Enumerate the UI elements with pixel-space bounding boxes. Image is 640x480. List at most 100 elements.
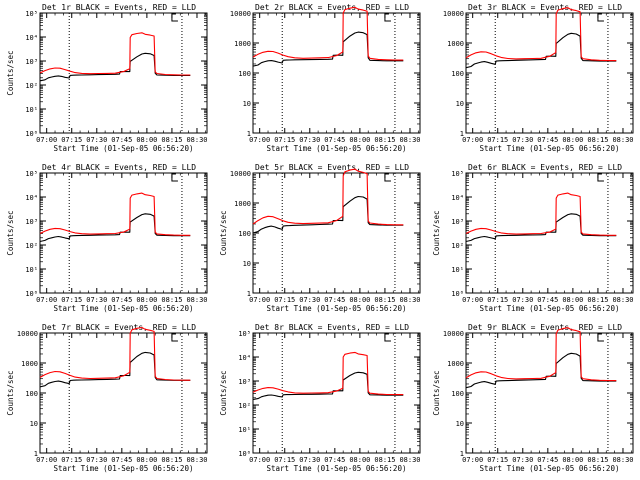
x-tick-label: 08:30 xyxy=(612,136,633,144)
y-tick-label: 1000 xyxy=(234,40,251,48)
x-tick-label: 08:00 xyxy=(562,456,583,464)
y-tick-label: 10⁰ xyxy=(451,290,464,298)
y-tick-label: 10⁴ xyxy=(25,194,38,202)
y-tick-label: 10² xyxy=(25,242,38,250)
x-tick-label: 08:30 xyxy=(399,456,420,464)
y-tick-label: 100 xyxy=(238,230,251,238)
y-tick-label: 1000 xyxy=(234,200,251,208)
chart-title: Det 8r BLACK = Events, RED = LLD xyxy=(255,323,409,332)
x-tick-label: 07:45 xyxy=(324,136,345,144)
chart-panel-8: Det 8r BLACK = Events, RED = LLD 10⁰ 10¹ 10… xyxy=(219,323,421,473)
series-line-events xyxy=(39,52,191,82)
y-tick-label: 10000 xyxy=(230,10,251,18)
interval-bracket-icon xyxy=(171,173,178,182)
x-tick-label: 08:15 xyxy=(587,456,608,464)
x-tick-label: 07:45 xyxy=(111,456,132,464)
x-tick-label: 07:45 xyxy=(324,296,345,304)
x-tick-label: 07:00 xyxy=(36,296,57,304)
y-tick-label: 10² xyxy=(25,82,38,90)
y-tick-label: 1 xyxy=(460,130,464,138)
x-tick-label: 08:15 xyxy=(374,456,395,464)
series-line-events xyxy=(39,213,191,243)
y-tick-label: 1 xyxy=(34,450,38,458)
chart-title: Det 1r BLACK = Events, RED = LLD xyxy=(42,3,196,12)
x-tick-label: 08:00 xyxy=(562,296,583,304)
y-tick-label: 10 xyxy=(243,260,251,268)
y-tick-label: 10⁵ xyxy=(25,10,38,18)
y-tick-label: 10³ xyxy=(25,58,38,66)
series-line-events xyxy=(39,351,191,388)
interval-bracket-icon xyxy=(171,13,178,22)
series-line-events xyxy=(252,31,404,67)
x-tick-label: 08:30 xyxy=(186,296,207,304)
plot-frame xyxy=(39,12,208,134)
chart-title: Det 5r BLACK = Events, RED = LLD xyxy=(255,163,409,172)
chart-panel-7: Det 7r BLACK = Events, RED = LLD 1 10 100 10… xyxy=(6,323,208,473)
y-axis-label: Counts/sec xyxy=(219,370,228,415)
x-tick-label: 07:30 xyxy=(86,136,107,144)
series-line-events xyxy=(465,213,617,243)
y-axis-label: Counts/sec xyxy=(6,50,15,95)
x-axis-label: Start Time (01-Sep-05 06:56:20) xyxy=(54,304,194,313)
y-axis-label: Counts/sec xyxy=(219,210,228,255)
interval-bracket-icon xyxy=(384,333,391,342)
chart-panel-5: Det 5r BLACK = Events, RED = LLD 1 10 100 10… xyxy=(219,163,421,313)
x-tick-label: 07:00 xyxy=(462,296,483,304)
y-tick-label: 100 xyxy=(451,390,464,398)
x-tick-label: 07:15 xyxy=(274,456,295,464)
series-line-lld xyxy=(252,6,404,61)
x-tick-label: 07:30 xyxy=(86,296,107,304)
series-line-lld xyxy=(465,7,617,62)
interval-bracket-icon xyxy=(597,13,604,22)
x-tick-label: 08:15 xyxy=(374,296,395,304)
x-tick-label: 07:45 xyxy=(537,296,558,304)
x-tick-label: 07:00 xyxy=(249,456,270,464)
x-tick-label: 07:15 xyxy=(274,296,295,304)
series-line-lld xyxy=(252,168,404,226)
series-line-events xyxy=(252,371,404,401)
x-tick-label: 07:15 xyxy=(487,456,508,464)
y-tick-label: 10000 xyxy=(17,330,38,338)
y-tick-label: 10000 xyxy=(443,10,464,18)
x-axis-label: Start Time (01-Sep-05 06:56:20) xyxy=(54,464,194,473)
chart-title: Det 3r BLACK = Events, RED = LLD xyxy=(468,3,622,12)
x-tick-label: 07:00 xyxy=(36,136,57,144)
series-line-lld xyxy=(39,192,191,236)
x-axis-label: Start Time (01-Sep-05 06:56:20) xyxy=(267,144,407,153)
x-tick-label: 08:15 xyxy=(161,456,182,464)
y-tick-label: 10 xyxy=(456,420,464,428)
x-axis-label: Start Time (01-Sep-05 06:56:20) xyxy=(267,464,407,473)
x-tick-label: 08:30 xyxy=(399,296,420,304)
y-tick-label: 10000 xyxy=(443,330,464,338)
chart-panel-1: Det 1r BLACK = Events, RED = LLD 10⁰ 10¹ 10… xyxy=(6,3,208,153)
y-tick-label: 10³ xyxy=(25,218,38,226)
chart-title: Det 9r BLACK = Events, RED = LLD xyxy=(468,323,622,332)
x-tick-label: 08:30 xyxy=(186,136,207,144)
x-tick-label: 07:45 xyxy=(537,456,558,464)
x-axis-label: Start Time (01-Sep-05 06:56:20) xyxy=(480,304,620,313)
x-tick-label: 07:45 xyxy=(537,136,558,144)
y-tick-label: 10⁰ xyxy=(238,450,251,458)
x-tick-label: 07:15 xyxy=(61,136,82,144)
y-tick-label: 10⁴ xyxy=(25,34,38,42)
x-tick-label: 07:45 xyxy=(324,456,345,464)
y-tick-label: 10⁵ xyxy=(238,330,251,338)
x-tick-label: 07:15 xyxy=(61,456,82,464)
x-tick-label: 07:45 xyxy=(111,296,132,304)
interval-bracket-icon xyxy=(384,13,391,22)
y-tick-label: 10⁵ xyxy=(451,170,464,178)
chart-panel-6: Det 6r BLACK = Events, RED = LLD 10⁰ 10¹ 10… xyxy=(432,163,634,313)
x-tick-label: 08:15 xyxy=(161,296,182,304)
interval-bracket-icon xyxy=(597,333,604,342)
x-tick-label: 08:15 xyxy=(161,136,182,144)
x-tick-label: 08:30 xyxy=(612,456,633,464)
y-tick-label: 1000 xyxy=(21,360,38,368)
x-tick-label: 07:00 xyxy=(249,136,270,144)
series-line-lld xyxy=(252,351,404,396)
x-tick-label: 08:00 xyxy=(349,296,370,304)
x-tick-label: 07:00 xyxy=(36,456,57,464)
interval-bracket-icon xyxy=(171,333,178,342)
y-axis-label: Counts/sec xyxy=(6,210,15,255)
chart-panel-3: Det 3r BLACK = Events, RED = LLD 1 10 100 10… xyxy=(443,3,634,153)
